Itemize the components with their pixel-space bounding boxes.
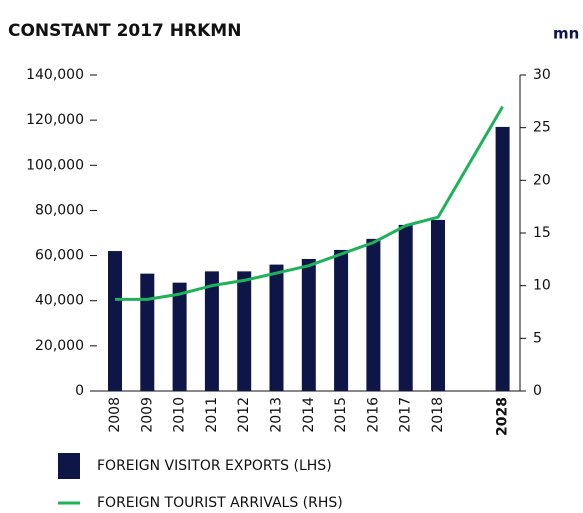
bar bbox=[140, 273, 155, 391]
x-tick-label: 2028 bbox=[495, 397, 511, 436]
x-tick-label: 2009 bbox=[139, 397, 155, 433]
bar bbox=[495, 126, 510, 392]
x-tick-label: 2013 bbox=[269, 397, 285, 433]
x-tick-label: 2017 bbox=[398, 397, 414, 433]
x-tick-label: 2016 bbox=[365, 397, 381, 433]
bar bbox=[366, 238, 381, 391]
y2-unit: mn bbox=[553, 25, 579, 43]
bar bbox=[172, 282, 187, 391]
chart-title: CONSTANT 2017 HRKMN bbox=[8, 21, 241, 41]
x-tick-label: 2008 bbox=[107, 397, 123, 433]
bar bbox=[269, 264, 284, 391]
y2-tick-label: 30 bbox=[533, 67, 551, 83]
bar bbox=[108, 251, 122, 391]
bar bbox=[334, 249, 349, 391]
x-tick-label: 2012 bbox=[236, 397, 252, 433]
legend-label: FOREIGN VISITOR EXPORTS (LHS) bbox=[97, 458, 332, 474]
line bbox=[115, 105, 504, 301]
legend-label: FOREIGN TOURIST ARRIVALS (RHS) bbox=[97, 495, 343, 511]
y2-tick-label: 10 bbox=[533, 278, 551, 294]
y2-tick-label: 15 bbox=[533, 225, 551, 241]
y-tick-label: 100,000 bbox=[26, 157, 84, 173]
y-tick-label: 60,000 bbox=[35, 248, 84, 264]
x-tick-label: 2014 bbox=[301, 397, 317, 433]
x-tick-label: 2018 bbox=[430, 397, 446, 433]
y-tick-label: 20,000 bbox=[35, 338, 84, 354]
y2-tick-label: 0 bbox=[533, 383, 542, 399]
y-tick-label: 0 bbox=[75, 383, 84, 399]
x-tick-label: 2015 bbox=[333, 397, 349, 433]
y-tick-label: 80,000 bbox=[35, 202, 84, 218]
y2-tick-label: 5 bbox=[533, 330, 542, 346]
x-tick-label: 2011 bbox=[204, 397, 220, 433]
bar bbox=[431, 219, 445, 391]
y-tick-label: 40,000 bbox=[35, 293, 84, 309]
y-tick-label: 120,000 bbox=[26, 112, 84, 128]
y-tick-label: 140,000 bbox=[26, 67, 84, 83]
y2-tick-label: 20 bbox=[533, 172, 551, 188]
bar bbox=[237, 271, 252, 391]
x-tick-label: 2010 bbox=[172, 397, 188, 433]
bar bbox=[204, 271, 219, 391]
y2-tick-label: 25 bbox=[533, 120, 551, 136]
legend-swatch bbox=[58, 453, 80, 479]
bar bbox=[301, 258, 316, 391]
bar bbox=[398, 224, 413, 391]
